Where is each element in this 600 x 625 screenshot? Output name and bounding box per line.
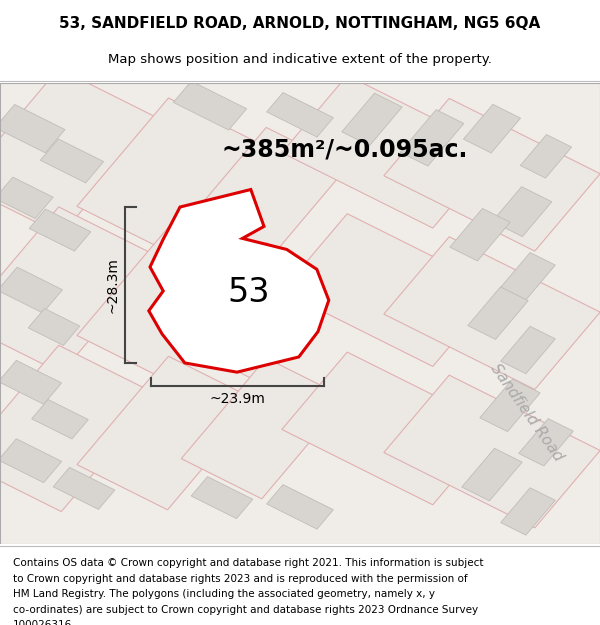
Polygon shape [0,361,62,404]
Text: HM Land Registry. The polygons (including the associated geometry, namely x, y: HM Land Registry. The polygons (includin… [13,589,435,599]
Polygon shape [191,477,253,519]
Text: ~385m²/~0.095ac.: ~385m²/~0.095ac. [222,138,469,161]
Polygon shape [0,177,53,219]
Polygon shape [501,488,555,535]
Polygon shape [384,375,600,528]
Polygon shape [149,189,329,372]
Polygon shape [468,287,528,339]
Polygon shape [384,98,600,251]
Polygon shape [0,345,160,512]
Polygon shape [32,399,88,439]
Polygon shape [463,104,521,153]
Polygon shape [53,468,115,509]
Polygon shape [384,237,600,389]
Polygon shape [266,92,334,137]
Polygon shape [501,326,555,374]
Polygon shape [342,93,402,146]
Text: co-ordinates) are subject to Crown copyright and database rights 2023 Ordnance S: co-ordinates) are subject to Crown copyr… [13,605,478,615]
Text: to Crown copyright and database rights 2023 and is reproduced with the permissio: to Crown copyright and database rights 2… [13,574,468,584]
Polygon shape [282,214,498,366]
Polygon shape [400,109,464,166]
Polygon shape [40,139,104,183]
Polygon shape [181,242,347,384]
Text: ~23.9m: ~23.9m [209,392,266,406]
Polygon shape [501,253,555,300]
Polygon shape [480,379,540,432]
Polygon shape [266,484,334,529]
Polygon shape [28,309,80,346]
Text: Contains OS data © Crown copyright and database right 2021. This information is : Contains OS data © Crown copyright and d… [13,558,484,568]
Polygon shape [282,76,498,228]
Polygon shape [29,209,91,251]
Polygon shape [173,81,247,130]
Text: 100026316.: 100026316. [13,620,76,625]
Text: Map shows position and indicative extent of the property.: Map shows position and indicative extent… [108,53,492,66]
Polygon shape [519,419,573,466]
Polygon shape [0,439,62,483]
Polygon shape [492,187,552,237]
Polygon shape [77,98,259,251]
Polygon shape [181,358,347,499]
Text: Sandfield Road: Sandfield Road [488,361,566,464]
Polygon shape [0,104,65,152]
Polygon shape [520,134,572,178]
Text: 53: 53 [228,276,270,309]
Polygon shape [282,352,498,505]
Polygon shape [450,209,510,261]
Text: ~28.3m: ~28.3m [106,257,120,313]
Polygon shape [0,69,160,235]
Polygon shape [181,127,347,268]
Polygon shape [77,356,259,510]
Polygon shape [462,448,522,501]
Text: 53, SANDFIELD ROAD, ARNOLD, NOTTINGHAM, NG5 6QA: 53, SANDFIELD ROAD, ARNOLD, NOTTINGHAM, … [59,16,541,31]
Polygon shape [77,227,259,381]
Polygon shape [0,207,160,373]
Polygon shape [0,267,62,313]
